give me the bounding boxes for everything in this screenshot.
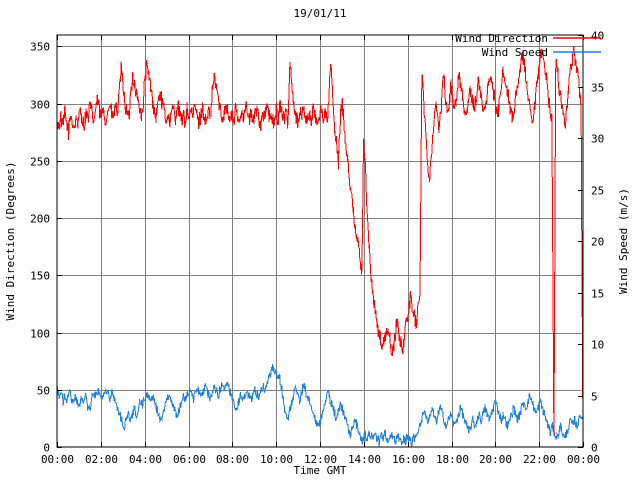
x-tick-label: 20:00: [479, 453, 512, 466]
y-tick-label-right: 0: [591, 442, 598, 455]
series-line-wind-speed: [57, 363, 583, 447]
y-tick-label-right: 10: [591, 339, 604, 352]
y-tick-label-left: 0: [43, 442, 50, 455]
x-tick-label: 00:00: [41, 453, 74, 466]
y-tick-label-right: 35: [591, 82, 604, 95]
x-tick-label: 22:00: [523, 453, 556, 466]
gridlines: [57, 35, 583, 447]
y-axis-right-title: Wind Speed (m/s): [617, 188, 630, 294]
y-tick-label-right: 15: [591, 288, 604, 301]
y-axis-right-ticks: 0 5 10 15 20 25 30 35 40: [578, 30, 604, 455]
y-axis-left-title: Wind Direction (Degrees): [4, 162, 17, 321]
y-tick-label-left: 100: [30, 328, 50, 341]
data-series-layer: [57, 45, 583, 447]
x-tick-label: 06:00: [173, 453, 206, 466]
y-tick-label-left: 350: [30, 41, 50, 54]
x-tick-label: 12:00: [304, 453, 337, 466]
x-axis-ticks: 00:00 02:00 04:00 06:00 08:00 10:00 12:00 14:00…: [41, 35, 600, 466]
legend: Wind Direction Wind Speed: [455, 32, 601, 59]
x-tick-label: 08:00: [216, 453, 249, 466]
x-tick-label: 16:00: [392, 453, 425, 466]
x-tick-label: 14:00: [348, 453, 381, 466]
y-tick-label-right: 5: [591, 391, 598, 404]
x-tick-label: 18:00: [436, 453, 469, 466]
x-tick-label: 04:00: [129, 453, 162, 466]
y-tick-label-left: 150: [30, 270, 50, 283]
x-tick-label: 02:00: [85, 453, 118, 466]
series-line-wind-direction: [57, 45, 583, 442]
y-tick-label-left: 50: [37, 385, 50, 398]
y-tick-label-right: 40: [591, 30, 604, 43]
y-tick-label-right: 20: [591, 236, 604, 249]
y-tick-label-left: 300: [30, 99, 50, 112]
y-tick-label-left: 250: [30, 156, 50, 169]
chart-title: 19/01/11: [294, 7, 347, 20]
y-tick-label-left: 200: [30, 213, 50, 226]
legend-label-wind-direction: Wind Direction: [455, 32, 548, 45]
legend-label-wind-speed: Wind Speed: [482, 46, 548, 59]
y-tick-label-right: 30: [591, 133, 604, 146]
x-tick-label: 00:00: [567, 453, 600, 466]
x-tick-label: 10:00: [260, 453, 293, 466]
x-axis-title: Time GMT: [294, 464, 347, 477]
y-axis-left-ticks: 0 50 100 150 200 250 300 350: [30, 41, 62, 455]
y-tick-label-right: 25: [591, 185, 604, 198]
